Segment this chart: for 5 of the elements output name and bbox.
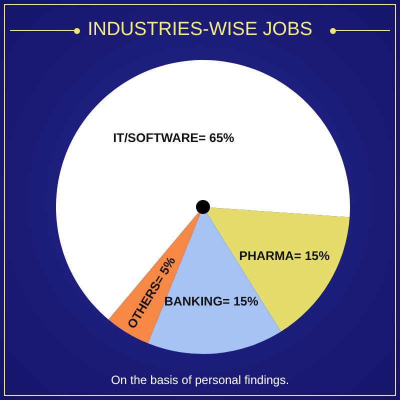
text: On the basis of personal findings. xyxy=(110,373,290,387)
chart-title: INDUSTRIES-WISE JOBS xyxy=(86,19,314,41)
slice-label: IT/SOFTWARE= 65% xyxy=(113,130,234,145)
slice-label: PHARMA= 15% xyxy=(239,248,330,263)
slice-label: BANKING= 15% xyxy=(164,294,258,309)
